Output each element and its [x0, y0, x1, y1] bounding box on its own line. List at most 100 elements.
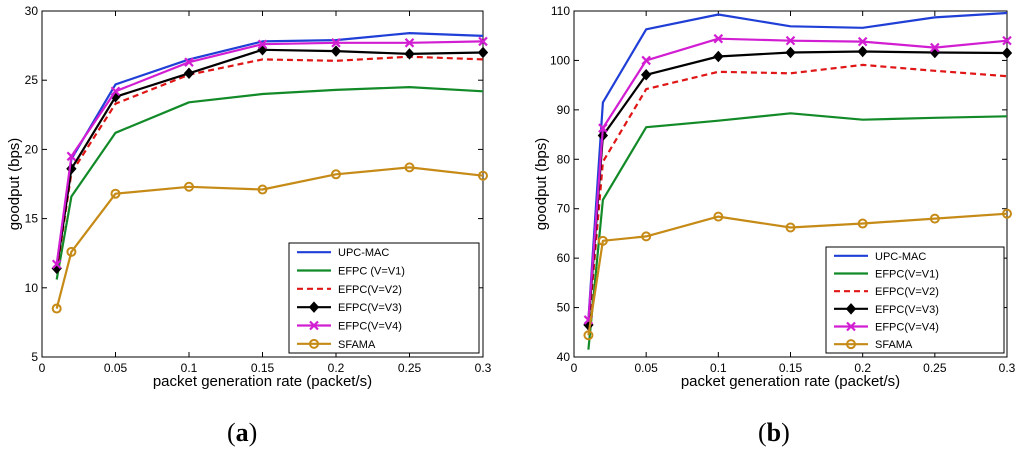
chart-b-xtick-label: 0.1 [710, 361, 727, 375]
chart-a-ytick-label: 15 [25, 212, 39, 226]
chart-b-xtick-label: 0.05 [634, 361, 658, 375]
chart-a-series-5 [51, 36, 488, 270]
chart-a-xtick-label: 0 [39, 361, 46, 375]
chart-a-data-point [257, 39, 268, 49]
chart-a-xtick-label: 0.25 [398, 361, 422, 375]
chart-a-legend-box [288, 242, 480, 354]
chart-b-data-point [857, 45, 868, 58]
chart-b-data-point [583, 330, 594, 341]
chart-a-series-line [55, 55, 484, 272]
chart-a-data-point [331, 38, 341, 48]
chart-a-series-3 [55, 55, 484, 272]
chart-a-data-point [404, 162, 415, 173]
chart-a-series-line [55, 48, 484, 269]
chart-b-legend: UPC-MAC EFPC(V=V1) EFPC(V=V2) EFPC(V=V3) EFP… [825, 246, 1005, 354]
chart-b-data-point [1002, 35, 1012, 46]
chart-b-group: 0 0.05 0.1 0.15 0.2 0.25 0.3 40 50 60 70 80 90 100 110… [533, 4, 1016, 390]
chart-b-legend-label: EFPC(V=V1) [875, 269, 939, 281]
chart-a-ytick-label: 10 [25, 281, 39, 295]
chart-a-xtick-label: 0.2 [328, 361, 345, 375]
chart-b-xtick-label: 0 [571, 361, 578, 375]
chart-b-data-point [713, 211, 724, 222]
chart-a-data-point [51, 303, 62, 314]
chart-b-ytick-label: 50 [557, 301, 571, 315]
chart-a-legend-label: SFAMA [338, 339, 376, 351]
chart-a-group: 0 0.05 0.1 0.15 0.2 0.25 0.3 5 10 15 20 25 30 packet … [6, 4, 492, 390]
chart-b-data-point [785, 35, 796, 46]
chart-a-legend-marker [308, 301, 320, 313]
chart-b-ytick-label: 90 [557, 103, 571, 117]
chart-b-ytick-label: 80 [557, 152, 571, 166]
chart-b-data-point [930, 42, 940, 53]
chart-b-legend-label: UPC-MAC [875, 251, 926, 263]
chart-a-data-point [404, 48, 415, 60]
panel-label-b-letter: b [766, 418, 782, 447]
chart-a-legend-marker [309, 320, 319, 331]
chart-b-ytick-label: 40 [557, 350, 571, 364]
chart-a-ylabel: goodput (bps) [6, 138, 23, 231]
chart-b-series-line [587, 112, 1008, 350]
chart-a-xtick-label: 0.15 [251, 361, 275, 375]
chart-b-ylabel: goodput (bps) [533, 138, 550, 231]
chart-a-data-point [51, 259, 62, 270]
chart-a-data-point [257, 184, 268, 195]
chart-b-data-point [641, 55, 651, 66]
chart-b-data-point [1001, 47, 1013, 59]
chart-b-legend-box [825, 246, 1005, 354]
chart-b-data-point [1002, 208, 1012, 219]
chart-b-data-point [641, 231, 652, 242]
chart-b-legend-marker [846, 339, 856, 350]
chart-b-data-point [597, 235, 608, 246]
chart-b-series-2 [587, 112, 1008, 350]
chart-a-xlabel: packet generation rate (packet/s) [153, 373, 372, 390]
panel-label-a: (a) [227, 418, 258, 447]
chart-a-data-point [66, 246, 77, 257]
chart-a-ytick-label: 5 [31, 350, 38, 364]
chart-a-legend-label: EFPC(V=V2) [338, 284, 402, 296]
panel-label-a-letter: a [235, 418, 249, 447]
chart-a-data-point [184, 181, 194, 192]
chart-b-ytick-label: 70 [557, 202, 571, 216]
chart-a-xtick-label: 0.1 [181, 361, 198, 375]
chart-a-data-point [331, 169, 341, 180]
chart-a-data-point [110, 188, 121, 199]
chart-a-ytick-label: 20 [25, 142, 39, 156]
chart-a-data-point [66, 151, 77, 162]
chart-a-ytick-label: 25 [25, 73, 39, 87]
chart-b-xtick-label: 0.25 [923, 361, 947, 375]
chart-b-series-line [587, 11, 1008, 320]
chart-b-data-point [598, 123, 608, 133]
chart-b-legend-label: EFPC(V=V2) [875, 286, 939, 298]
chart-a-series-line [55, 40, 484, 265]
chart-a-series-line [55, 85, 484, 280]
chart-b-data-point [929, 213, 940, 224]
chart-a-legend-label: EFPC(V=V4) [338, 321, 402, 333]
chart-b-xtick-label: 0.15 [779, 361, 803, 375]
chart-a-legend-label: UPC-MAC [338, 247, 389, 259]
chart-b-series-line [587, 37, 1008, 320]
chart-a-data-point [183, 67, 195, 80]
chart-b-xtick-label: 0.2 [854, 361, 871, 375]
chart-b-data-point [785, 46, 796, 59]
chart-b-xtick-label: 0.3 [999, 361, 1016, 375]
chart-b-data-point [713, 33, 724, 44]
chart-b-ytick-label: 110 [551, 4, 570, 18]
chart-a-data-point [110, 86, 121, 97]
chart-a-xtick-label: 0.05 [104, 361, 128, 375]
chart-a-data-point [184, 57, 194, 67]
chart-b-legend-marker [846, 321, 856, 332]
chart-a-legend-label: EFPC (V=V1) [338, 266, 405, 278]
chart-a-data-point [330, 45, 342, 57]
chart-b-legend-label: EFPC(V=V3) [875, 304, 939, 316]
chart-b-legend-label: SFAMA [875, 339, 913, 351]
chart-b-legend-marker [845, 303, 857, 315]
chart-a-legend-marker [309, 338, 319, 349]
chart-b-series-line [587, 212, 1008, 336]
chart-a-data-point [477, 46, 489, 59]
chart-a-data-point [478, 36, 488, 47]
chart-b-ytick-label: 100 [550, 53, 570, 67]
chart-b-series-line [587, 63, 1008, 330]
chart-a-data-point [478, 170, 488, 181]
chart-a-series-line [55, 166, 484, 309]
